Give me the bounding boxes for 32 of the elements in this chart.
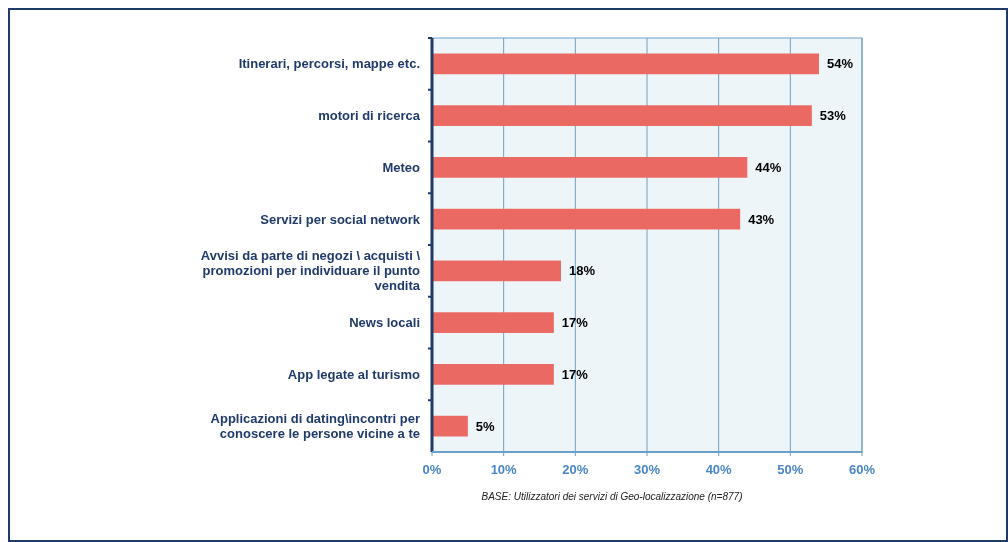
bar bbox=[432, 415, 468, 437]
data-label: 53% bbox=[819, 108, 847, 124]
data-label: 54% bbox=[827, 56, 854, 72]
data-label: 44% bbox=[755, 159, 782, 175]
data-label: 5% bbox=[475, 418, 496, 434]
bar bbox=[432, 364, 554, 385]
y-tick-label: Servizi per social network bbox=[260, 211, 421, 227]
x-tick-label: 50% bbox=[777, 462, 804, 477]
y-tick-label: Avvisi da parte di negozi \ acquisti \ promozioni per individuare il punto vendita bbox=[200, 248, 421, 294]
y-tick-label: App legate al turismo bbox=[287, 366, 421, 382]
bar bbox=[432, 157, 748, 178]
text: BASE: Utilizzatori dei servizi di Geo-localizzazione (n=877) bbox=[481, 491, 743, 502]
data-label: 18% bbox=[569, 263, 596, 279]
bar bbox=[432, 105, 812, 126]
x-tick-label: 0% bbox=[422, 462, 442, 477]
data-label: 17% bbox=[561, 366, 589, 382]
data-label: 17% bbox=[561, 315, 589, 331]
y-tick-label: Meteo bbox=[382, 159, 421, 175]
y-tick-label: News locali bbox=[349, 315, 420, 331]
x-tick-label: 40% bbox=[705, 462, 733, 477]
y-tick-label: motori di ricerca bbox=[318, 108, 421, 124]
x-tick-label: 20% bbox=[562, 462, 589, 477]
x-tick-label: 10% bbox=[490, 462, 518, 477]
bar bbox=[432, 312, 554, 333]
bar bbox=[432, 260, 561, 282]
bar bbox=[432, 208, 741, 230]
x-tick-label: 30% bbox=[633, 462, 661, 477]
data-label: 43% bbox=[748, 211, 775, 227]
y-tick-label: Itinerari, percorsi, mappe etc. bbox=[238, 56, 420, 72]
bar bbox=[432, 53, 819, 75]
y-tick-label: Applicazioni di dating\incontri per conoscere le persone vicine a te bbox=[210, 411, 420, 442]
x-tick-label: 60% bbox=[848, 462, 876, 477]
